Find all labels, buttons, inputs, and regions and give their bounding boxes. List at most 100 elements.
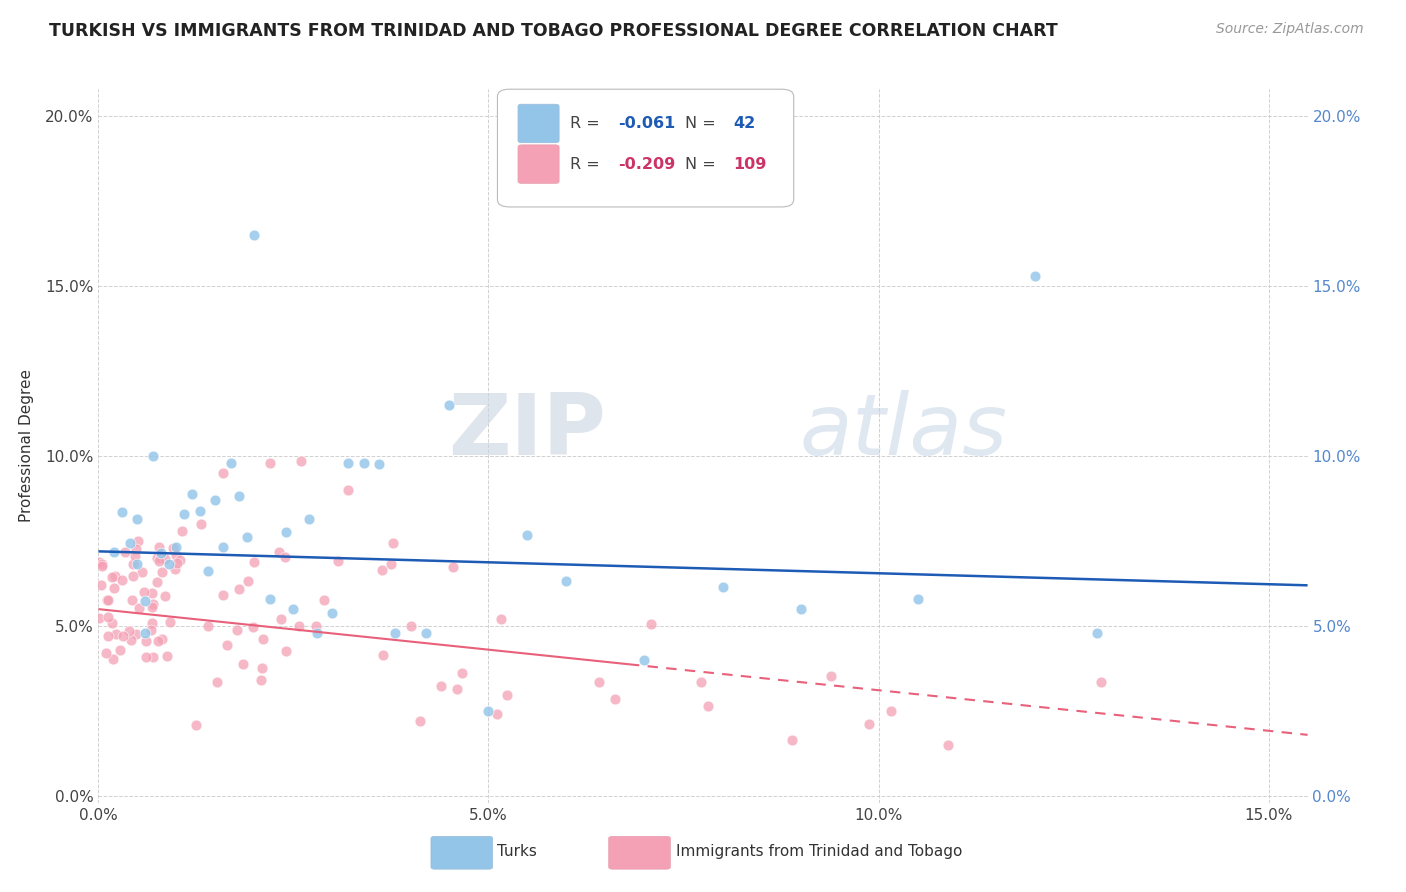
Point xyxy=(267,545,290,559)
Point xyxy=(97,592,120,607)
Text: 42: 42 xyxy=(734,116,755,131)
Point xyxy=(128,600,150,615)
Point xyxy=(273,550,295,565)
Point xyxy=(283,602,305,616)
Point xyxy=(380,557,402,571)
FancyBboxPatch shape xyxy=(517,104,560,143)
Point xyxy=(1090,674,1112,689)
Point xyxy=(165,548,187,562)
Point xyxy=(172,524,194,539)
Point xyxy=(370,563,392,577)
Point xyxy=(142,650,165,665)
Point xyxy=(135,649,157,664)
Point xyxy=(382,536,405,550)
Point xyxy=(135,634,157,648)
Point xyxy=(145,551,167,566)
Point xyxy=(858,717,880,731)
Point xyxy=(87,610,110,624)
Point xyxy=(100,615,122,630)
Point xyxy=(439,398,461,412)
Point xyxy=(91,559,114,574)
Point xyxy=(207,675,229,690)
Text: 109: 109 xyxy=(734,157,766,171)
Point xyxy=(121,593,143,607)
Point xyxy=(337,483,360,498)
Point xyxy=(907,591,929,606)
Point xyxy=(141,615,163,630)
Point xyxy=(111,629,134,643)
FancyBboxPatch shape xyxy=(498,89,793,207)
Text: ZIP: ZIP xyxy=(449,390,606,474)
Point xyxy=(134,594,156,608)
Point xyxy=(131,565,153,579)
Point xyxy=(134,626,156,640)
Point xyxy=(204,493,226,508)
Point xyxy=(274,525,297,540)
Point xyxy=(477,704,499,718)
Point xyxy=(122,569,145,583)
Point xyxy=(197,564,219,578)
Point xyxy=(337,456,360,470)
Point xyxy=(225,623,247,637)
Point xyxy=(232,657,254,672)
Y-axis label: Professional Degree: Professional Degree xyxy=(20,369,34,523)
Point xyxy=(212,588,235,602)
Point xyxy=(163,562,186,576)
Point xyxy=(150,632,173,646)
Point xyxy=(489,612,512,626)
Point xyxy=(228,489,250,503)
Point xyxy=(384,626,406,640)
Text: Source: ZipAtlas.com: Source: ZipAtlas.com xyxy=(1216,22,1364,37)
Point xyxy=(197,619,219,633)
Point xyxy=(446,681,468,696)
Point xyxy=(103,545,125,559)
Point xyxy=(141,623,163,637)
FancyBboxPatch shape xyxy=(432,837,492,869)
Point xyxy=(212,466,235,480)
Point xyxy=(274,644,297,658)
Point xyxy=(259,456,281,470)
Text: TURKISH VS IMMIGRANTS FROM TRINIDAD AND TOBAGO PROFESSIONAL DEGREE CORRELATION C: TURKISH VS IMMIGRANTS FROM TRINIDAD AND … xyxy=(49,22,1057,40)
Point xyxy=(1024,269,1046,284)
Point xyxy=(155,589,177,603)
Text: N =: N = xyxy=(685,116,721,131)
Point xyxy=(159,615,181,629)
Point xyxy=(97,629,120,643)
Point xyxy=(243,228,266,243)
Point xyxy=(127,558,149,572)
Point xyxy=(430,679,453,693)
Point xyxy=(690,675,713,690)
Point xyxy=(132,585,155,599)
Point xyxy=(312,593,335,607)
Point xyxy=(104,568,127,582)
Text: R =: R = xyxy=(569,116,605,131)
Point xyxy=(142,597,165,611)
Point xyxy=(290,454,312,468)
Point xyxy=(108,642,131,657)
Point xyxy=(287,618,309,632)
Point xyxy=(117,624,139,639)
Point xyxy=(121,557,143,571)
Text: -0.061: -0.061 xyxy=(619,116,676,131)
Point xyxy=(711,580,734,594)
Point xyxy=(125,542,148,557)
Point xyxy=(166,557,188,571)
Point xyxy=(101,652,124,666)
Point xyxy=(125,627,148,641)
Point xyxy=(120,633,142,648)
Text: Turks: Turks xyxy=(498,844,537,859)
Point xyxy=(326,554,349,568)
Point xyxy=(114,544,136,558)
Point xyxy=(142,449,165,463)
Point xyxy=(219,456,242,470)
Point xyxy=(936,738,959,752)
Point xyxy=(181,486,204,500)
Point xyxy=(173,507,195,521)
Point xyxy=(141,599,163,614)
Point xyxy=(250,661,273,675)
Point xyxy=(321,606,343,620)
Point xyxy=(148,540,170,554)
Point xyxy=(157,557,180,571)
Point xyxy=(111,573,134,587)
Point xyxy=(516,528,538,542)
